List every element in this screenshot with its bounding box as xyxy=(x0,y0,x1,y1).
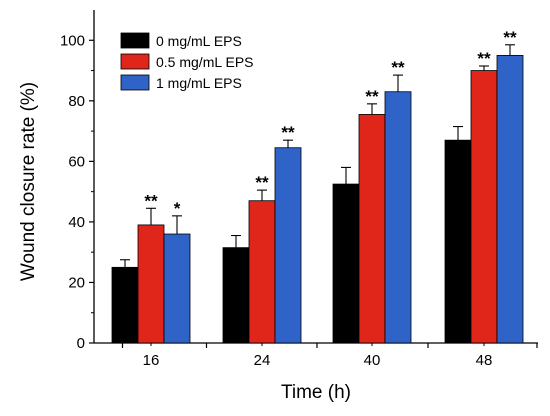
y-tick-label: 20 xyxy=(68,274,85,291)
legend-swatch xyxy=(120,74,150,91)
x-tick-label: 48 xyxy=(476,352,493,369)
y-tick-label: 40 xyxy=(68,214,85,231)
bar xyxy=(111,266,139,344)
x-tick-label: 40 xyxy=(364,352,381,369)
bar xyxy=(248,200,276,344)
significance-label: ** xyxy=(144,191,158,210)
legend-label: 1 mg/mL EPS xyxy=(156,75,242,91)
significance-label: ** xyxy=(391,58,405,77)
bar xyxy=(444,139,472,344)
significance-label: * xyxy=(174,199,181,218)
bar xyxy=(470,70,498,344)
bar xyxy=(332,183,360,344)
legend-swatch xyxy=(120,32,150,49)
y-axis-title: Wound closure rate (%) xyxy=(18,82,39,281)
significance-label: ** xyxy=(503,28,517,47)
bar xyxy=(358,114,386,344)
y-tick-label: 60 xyxy=(68,153,85,170)
x-tick-label: 16 xyxy=(143,352,160,369)
bar xyxy=(274,147,302,344)
bar xyxy=(496,55,524,344)
legend-swatch xyxy=(120,53,150,70)
bar xyxy=(384,91,412,344)
significance-label: ** xyxy=(281,123,295,142)
significance-label: ** xyxy=(477,49,491,68)
y-tick-label: 100 xyxy=(60,32,85,49)
y-tick-label: 0 xyxy=(77,335,85,352)
significance-label: ** xyxy=(365,87,379,106)
significance-label: ** xyxy=(255,173,269,192)
bar xyxy=(163,233,191,344)
legend-label: 0.5 mg/mL EPS xyxy=(156,54,254,70)
legend-label: 0 mg/mL EPS xyxy=(156,33,242,49)
x-axis-title: Time (h) xyxy=(281,382,351,403)
bar xyxy=(222,247,250,344)
bar xyxy=(137,224,165,344)
x-tick-label: 24 xyxy=(254,352,271,369)
y-tick-label: 80 xyxy=(68,93,85,110)
